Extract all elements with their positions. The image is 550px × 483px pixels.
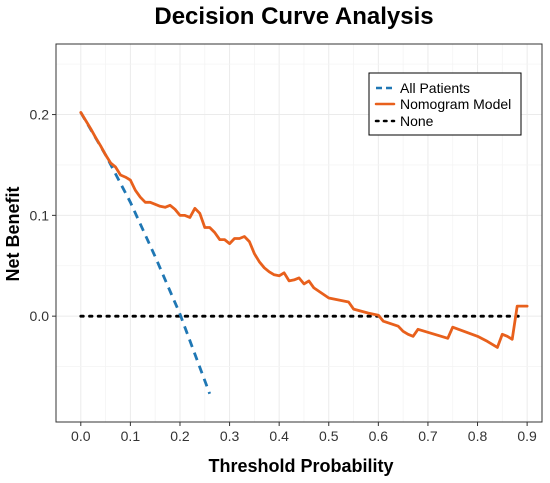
plot-border [55,43,543,423]
legend: All Patients Nomogram Model None [368,72,522,136]
x-tick-label-1: 0.1 [121,428,141,444]
series-layer [79,111,529,395]
x-tick-label-0: 0.0 [71,428,91,444]
x-tick-label-8: 0.8 [468,428,488,444]
y-tick-label-1: 0.1 [30,207,50,223]
x-tick-label-9: 0.9 [517,428,537,444]
grid [56,44,542,422]
chart-title: Decision Curve Analysis [154,3,433,30]
series-line-nomogram-model [79,111,529,349]
series-line-all-patients [79,111,212,395]
x-tick-label-3: 0.3 [220,428,240,444]
x-tick-label-2: 0.2 [170,428,190,444]
x-tick-label-7: 0.7 [418,428,438,444]
x-tick-label-4: 0.4 [269,428,289,444]
legend-label-none: None [400,113,434,129]
y-tick-label-0: 0.0 [30,308,50,324]
legend-label-nomogram-model: Nomogram Model [400,96,511,112]
x-tick-label-6: 0.6 [369,428,389,444]
axis-ticks: 0.0 0.1 0.2 0.3 0.4 0.5 0.6 0.7 0.8 0.9 0.0 0.1 0.2 [30,107,538,444]
y-axis-title: Net Benefit [3,186,23,281]
x-tick-label-5: 0.5 [319,428,339,444]
legend-label-all-patients: All Patients [400,80,470,96]
x-axis-title: Threshold Probability [208,456,393,476]
y-tick-label-2: 0.2 [30,107,50,123]
